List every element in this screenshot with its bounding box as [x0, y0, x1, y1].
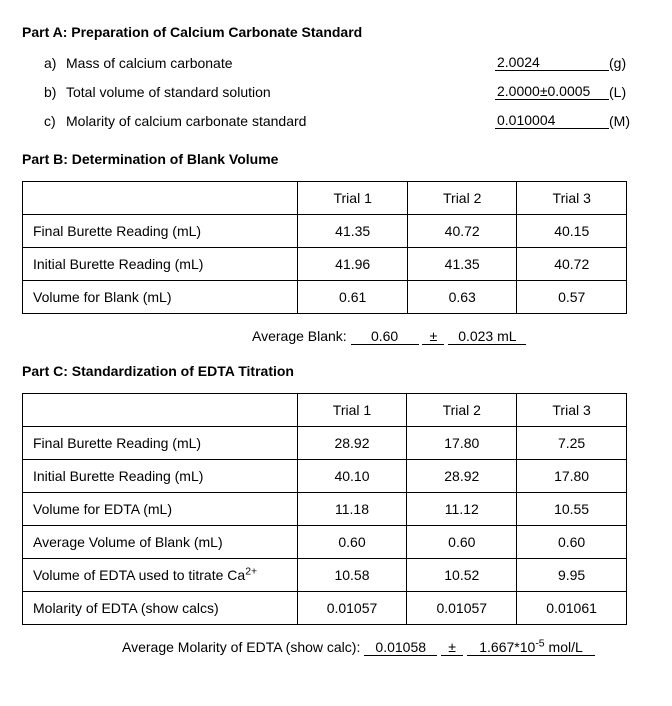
cell: 17.80: [517, 460, 627, 493]
cell: 40.15: [517, 215, 627, 248]
table-header: [23, 394, 298, 427]
table-row: Volume for EDTA (mL) 11.18 11.12 10.55: [23, 493, 627, 526]
cell: 9.95: [517, 559, 627, 592]
prep-value: 0.010004: [495, 112, 609, 129]
cell: 0.60: [407, 526, 517, 559]
cell: 41.96: [298, 248, 408, 281]
prep-unit: (L): [609, 84, 626, 100]
cell: 0.01061: [517, 592, 627, 625]
table-header-row: Trial 1 Trial 2 Trial 3: [23, 182, 627, 215]
cell: 0.01057: [407, 592, 517, 625]
row-label: Initial Burette Reading (mL): [23, 248, 298, 281]
cell: 0.01057: [297, 592, 407, 625]
row-label: Volume of EDTA used to titrate Ca2+: [23, 559, 298, 592]
table-header: Trial 2: [407, 182, 517, 215]
cell: 0.61: [298, 281, 408, 314]
cell: 28.92: [297, 427, 407, 460]
prep-label: Total volume of standard solution: [66, 84, 271, 100]
cell: 40.72: [407, 215, 517, 248]
prep-value: 2.0024: [495, 54, 609, 71]
cell: 17.80: [407, 427, 517, 460]
cell: 28.92: [407, 460, 517, 493]
cell: 41.35: [407, 248, 517, 281]
cell: 7.25: [517, 427, 627, 460]
prep-unit: (M): [609, 113, 630, 129]
cell: 0.57: [517, 281, 627, 314]
row-label: Final Burette Reading (mL): [23, 215, 298, 248]
summary-error: 0.023 mL: [448, 328, 526, 345]
cell: 10.55: [517, 493, 627, 526]
cell: 40.72: [517, 248, 627, 281]
prep-unit: (g): [609, 55, 626, 71]
table-row: Final Burette Reading (mL) 41.35 40.72 4…: [23, 215, 627, 248]
table-header: Trial 3: [517, 394, 627, 427]
table-row: Final Burette Reading (mL) 28.92 17.80 7…: [23, 427, 627, 460]
part-b-summary: Average Blank: 0.60 ± 0.023 mL: [22, 328, 650, 345]
table-row: Average Volume of Blank (mL) 0.60 0.60 0…: [23, 526, 627, 559]
cell: 0.60: [517, 526, 627, 559]
cell: 11.18: [297, 493, 407, 526]
table-row: Initial Burette Reading (mL) 40.10 28.92…: [23, 460, 627, 493]
cell: 0.60: [297, 526, 407, 559]
row-label: Average Volume of Blank (mL): [23, 526, 298, 559]
row-label: Volume for Blank (mL): [23, 281, 298, 314]
cell: 0.63: [407, 281, 517, 314]
summary-value: 0.01058: [364, 639, 437, 656]
cell: 10.52: [407, 559, 517, 592]
list-marker: c): [44, 113, 66, 129]
table-header: [23, 182, 298, 215]
row-label: Volume for EDTA (mL): [23, 493, 298, 526]
part-c-table: Trial 1 Trial 2 Trial 3 Final Burette Re…: [22, 393, 627, 625]
list-marker: a): [44, 55, 66, 71]
table-header: Trial 1: [298, 182, 408, 215]
row-label: Initial Burette Reading (mL): [23, 460, 298, 493]
summary-error: 1.667*10-5 mol/L: [467, 639, 595, 656]
cell: 41.35: [298, 215, 408, 248]
list-marker: b): [44, 84, 66, 100]
summary-value: 0.60: [351, 328, 419, 345]
part-c-summary: Average Molarity of EDTA (show calc): 0.…: [22, 639, 650, 656]
table-row: Volume for Blank (mL) 0.61 0.63 0.57: [23, 281, 627, 314]
cell: 10.58: [297, 559, 407, 592]
part-b-table: Trial 1 Trial 2 Trial 3 Final Burette Re…: [22, 181, 627, 314]
plus-minus: ±: [422, 328, 444, 345]
summary-label: Average Blank:: [252, 328, 347, 344]
plus-minus: ±: [441, 639, 463, 656]
prep-row: a) Mass of calcium carbonate 2.0024 (g): [22, 54, 650, 71]
cell: 11.12: [407, 493, 517, 526]
prep-row: b) Total volume of standard solution 2.0…: [22, 83, 650, 100]
part-a-title: Part A: Preparation of Calcium Carbonate…: [22, 24, 650, 40]
prep-label: Molarity of calcium carbonate standard: [66, 113, 306, 129]
cell: 40.10: [297, 460, 407, 493]
table-row: Initial Burette Reading (mL) 41.96 41.35…: [23, 248, 627, 281]
part-b-title: Part B: Determination of Blank Volume: [22, 151, 650, 167]
row-label: Final Burette Reading (mL): [23, 427, 298, 460]
table-header: Trial 2: [407, 394, 517, 427]
table-row: Molarity of EDTA (show calcs) 0.01057 0.…: [23, 592, 627, 625]
prep-value: 2.0000±0.0005: [495, 83, 609, 100]
part-a-list: a) Mass of calcium carbonate 2.0024 (g) …: [22, 54, 650, 129]
row-label: Molarity of EDTA (show calcs): [23, 592, 298, 625]
table-header-row: Trial 1 Trial 2 Trial 3: [23, 394, 627, 427]
prep-label: Mass of calcium carbonate: [66, 55, 233, 71]
prep-row: c) Molarity of calcium carbonate standar…: [22, 112, 650, 129]
summary-label: Average Molarity of EDTA (show calc):: [122, 639, 360, 655]
table-header: Trial 3: [517, 182, 627, 215]
table-row: Volume of EDTA used to titrate Ca2+ 10.5…: [23, 559, 627, 592]
part-c-title: Part C: Standardization of EDTA Titratio…: [22, 363, 650, 379]
table-header: Trial 1: [297, 394, 407, 427]
